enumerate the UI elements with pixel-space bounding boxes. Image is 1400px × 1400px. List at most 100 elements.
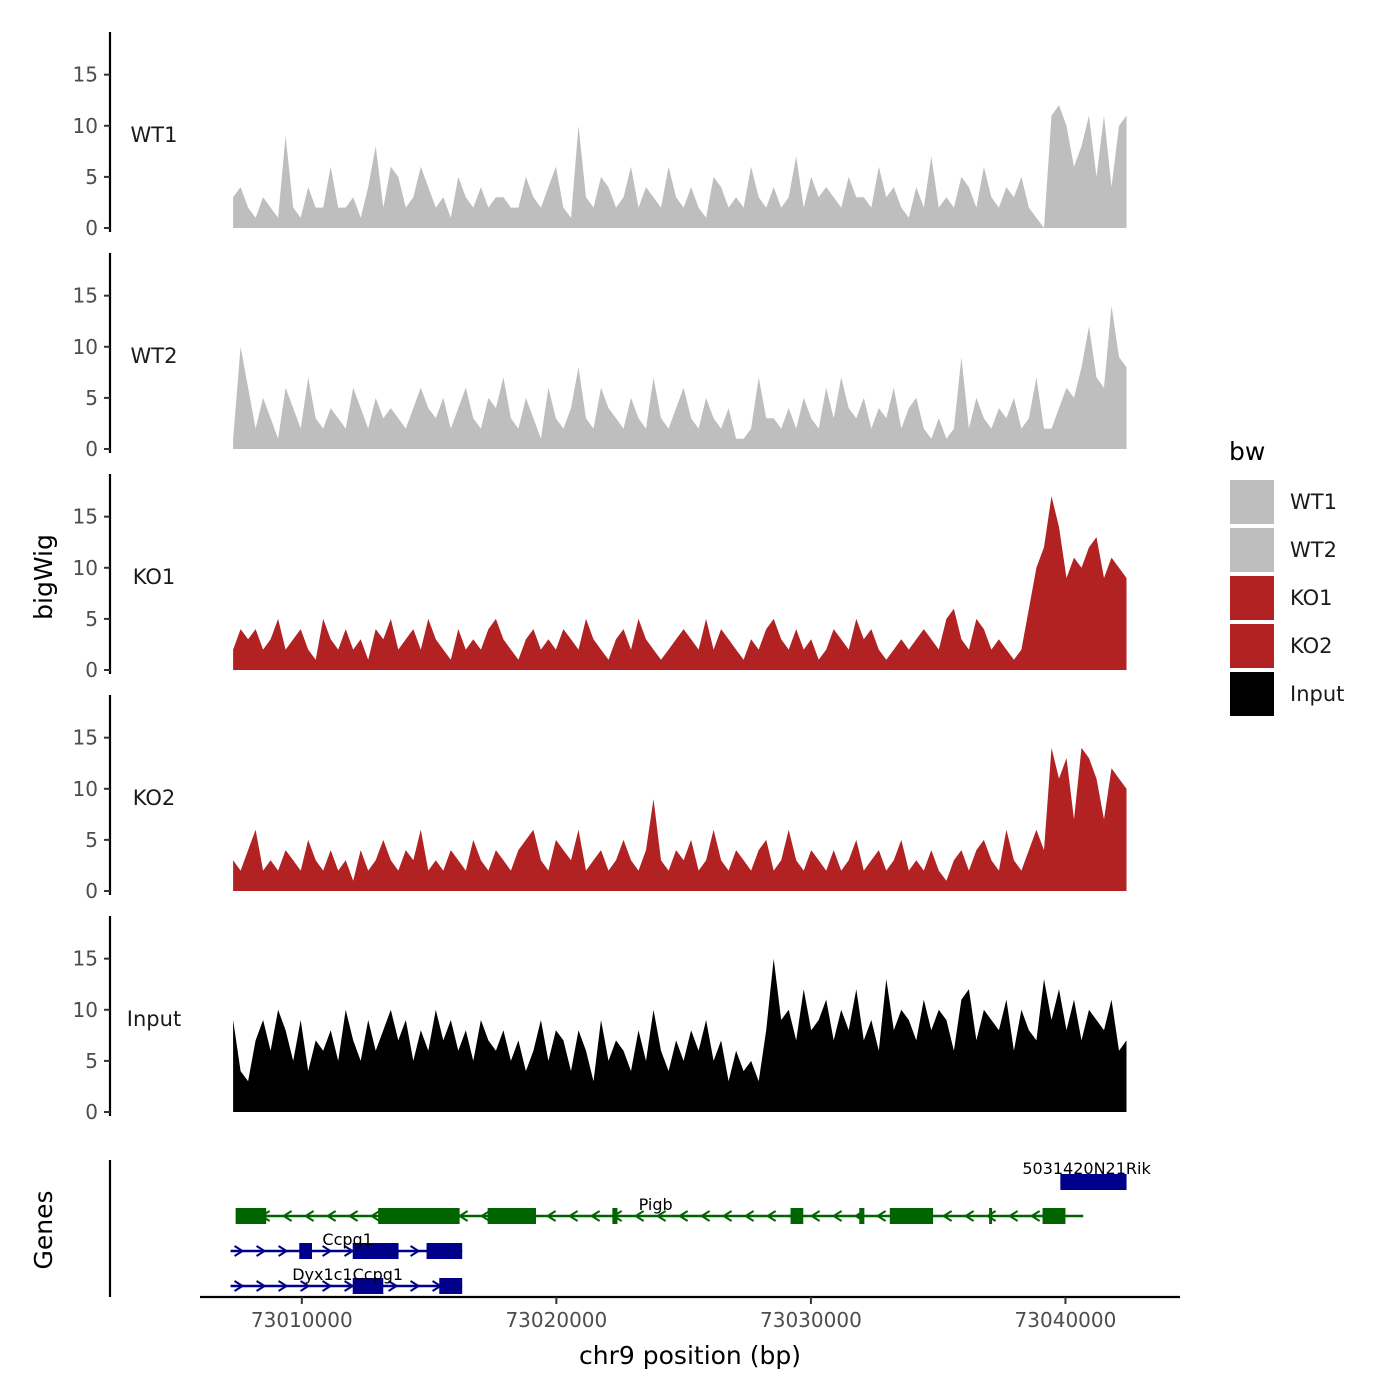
strand-chevron <box>875 1210 887 1222</box>
strand-chevron <box>278 1245 289 1257</box>
y-tick-label: 0 <box>85 879 98 903</box>
y-tick-label: 0 <box>85 216 98 240</box>
strand-chevron <box>347 1210 359 1222</box>
y-tick-label: 0 <box>85 658 98 682</box>
strand-chevron <box>1007 1210 1019 1222</box>
gene-exon <box>439 1278 463 1294</box>
y-tick-label: 10 <box>73 114 98 138</box>
gene-track-title: Genes <box>29 1190 58 1269</box>
legend-item-ko2: KO2 <box>1230 624 1333 668</box>
signal-area-wt1 <box>233 105 1127 228</box>
strand-chevron <box>809 1210 821 1222</box>
strand-chevron <box>300 1280 311 1292</box>
legend-label: KO2 <box>1290 634 1333 658</box>
panel-label: WT1 <box>131 123 178 147</box>
strand-chevron <box>633 1210 645 1222</box>
legend-key <box>1230 672 1274 716</box>
legend: WT1 WT2 KO1 KO2 Input <box>1230 480 1344 716</box>
strand-chevron <box>410 1280 421 1292</box>
signal-area-input <box>233 958 1127 1112</box>
strand-chevron <box>344 1245 355 1257</box>
gene-label: Ccpg1 <box>322 1230 372 1249</box>
gene-exon <box>378 1208 460 1224</box>
strand-chevron <box>344 1280 355 1292</box>
gene-5031420n21rik: 5031420N21Rik <box>1022 1159 1151 1190</box>
y-tick-label: 15 <box>73 726 98 750</box>
gene-exon <box>859 1208 865 1224</box>
legend-label: Input <box>1290 682 1344 706</box>
panel-label: WT2 <box>131 344 178 368</box>
x-axis-title: chr9 position (bp) <box>579 1341 801 1370</box>
legend-title: bw <box>1229 437 1265 466</box>
x-tick-label: 73010000 <box>251 1308 353 1332</box>
gene-exon <box>612 1208 618 1224</box>
track-panel-ko1: 0 5 10 15 KO1 <box>73 474 1127 682</box>
gene-label: Dyx1c1Ccpg1 <box>292 1265 403 1284</box>
strand-chevron <box>388 1280 399 1292</box>
strand-chevron <box>545 1210 557 1222</box>
track-panel-wt2: 0 5 10 15 WT2 <box>73 253 1127 461</box>
gene-exon <box>299 1243 312 1259</box>
gene-exon <box>352 1278 384 1294</box>
strand-chevron <box>941 1210 953 1222</box>
panel-label: KO1 <box>133 565 176 589</box>
legend-key <box>1230 480 1274 524</box>
y-tick-label: 0 <box>85 437 98 461</box>
strand-chevron <box>655 1210 667 1222</box>
legend-item-input: Input <box>1230 672 1344 716</box>
strand-chevron <box>256 1245 267 1257</box>
legend-key <box>1230 624 1274 668</box>
panel-label: Input <box>127 1007 181 1031</box>
strand-chevron <box>281 1210 293 1222</box>
gene-exon <box>352 1243 399 1259</box>
legend-label: WT2 <box>1290 538 1337 562</box>
x-tick-label: 73030000 <box>760 1308 862 1332</box>
y-tick-label: 15 <box>73 284 98 308</box>
signal-area-wt2 <box>233 305 1127 449</box>
strand-chevron <box>479 1210 491 1222</box>
y-tick-label: 5 <box>85 1049 98 1073</box>
legend-key <box>1230 528 1274 572</box>
y-tick-label: 15 <box>73 63 98 87</box>
strand-chevron <box>410 1245 421 1257</box>
gene-exon <box>487 1208 536 1224</box>
strand-chevron <box>369 1210 381 1222</box>
gene-exon <box>1042 1208 1066 1224</box>
strand-chevron <box>699 1210 711 1222</box>
panel-label: KO2 <box>133 786 176 810</box>
signal-area-ko1 <box>233 496 1127 670</box>
strand-chevron <box>765 1210 777 1222</box>
y-tick-label: 10 <box>73 777 98 801</box>
gene-exon <box>790 1208 804 1224</box>
gene-label: 5031420N21Rik <box>1022 1159 1151 1178</box>
legend-item-ko1: KO1 <box>1230 576 1333 620</box>
legend-label: KO1 <box>1290 586 1333 610</box>
legend-item-wt1: WT1 <box>1230 480 1337 524</box>
gene-dyx1c1ccpg1: Dyx1c1Ccpg1 <box>230 1265 463 1294</box>
y-tick-label: 5 <box>85 386 98 410</box>
strand-chevron <box>831 1210 843 1222</box>
strand-chevron <box>985 1210 997 1222</box>
track-panel-ko2: 0 5 10 15 KO2 <box>73 695 1127 903</box>
strand-chevron <box>325 1210 337 1222</box>
y-axis-title: bigWig <box>29 534 58 620</box>
strand-chevron <box>278 1280 289 1292</box>
track-panel-wt1: 0 5 10 15 WT1 <box>73 32 1127 240</box>
y-tick-label: 10 <box>73 335 98 359</box>
track-panel-input: 0 5 10 15 Input <box>73 916 1127 1124</box>
y-tick-label: 15 <box>73 505 98 529</box>
strand-chevron <box>1029 1210 1041 1222</box>
legend-key <box>1230 576 1274 620</box>
x-axis: 73010000 73020000 73030000 73040000 <box>251 1297 1116 1332</box>
strand-chevron <box>963 1210 975 1222</box>
gene-label: Pigb <box>639 1195 673 1214</box>
strand-chevron <box>256 1280 267 1292</box>
y-tick-label: 10 <box>73 998 98 1022</box>
gene-exon <box>989 1208 993 1224</box>
strand-chevron <box>303 1210 315 1222</box>
y-tick-label: 10 <box>73 556 98 580</box>
strand-chevron <box>322 1245 333 1257</box>
gene-ccpg1: Ccpg1 <box>230 1230 463 1259</box>
